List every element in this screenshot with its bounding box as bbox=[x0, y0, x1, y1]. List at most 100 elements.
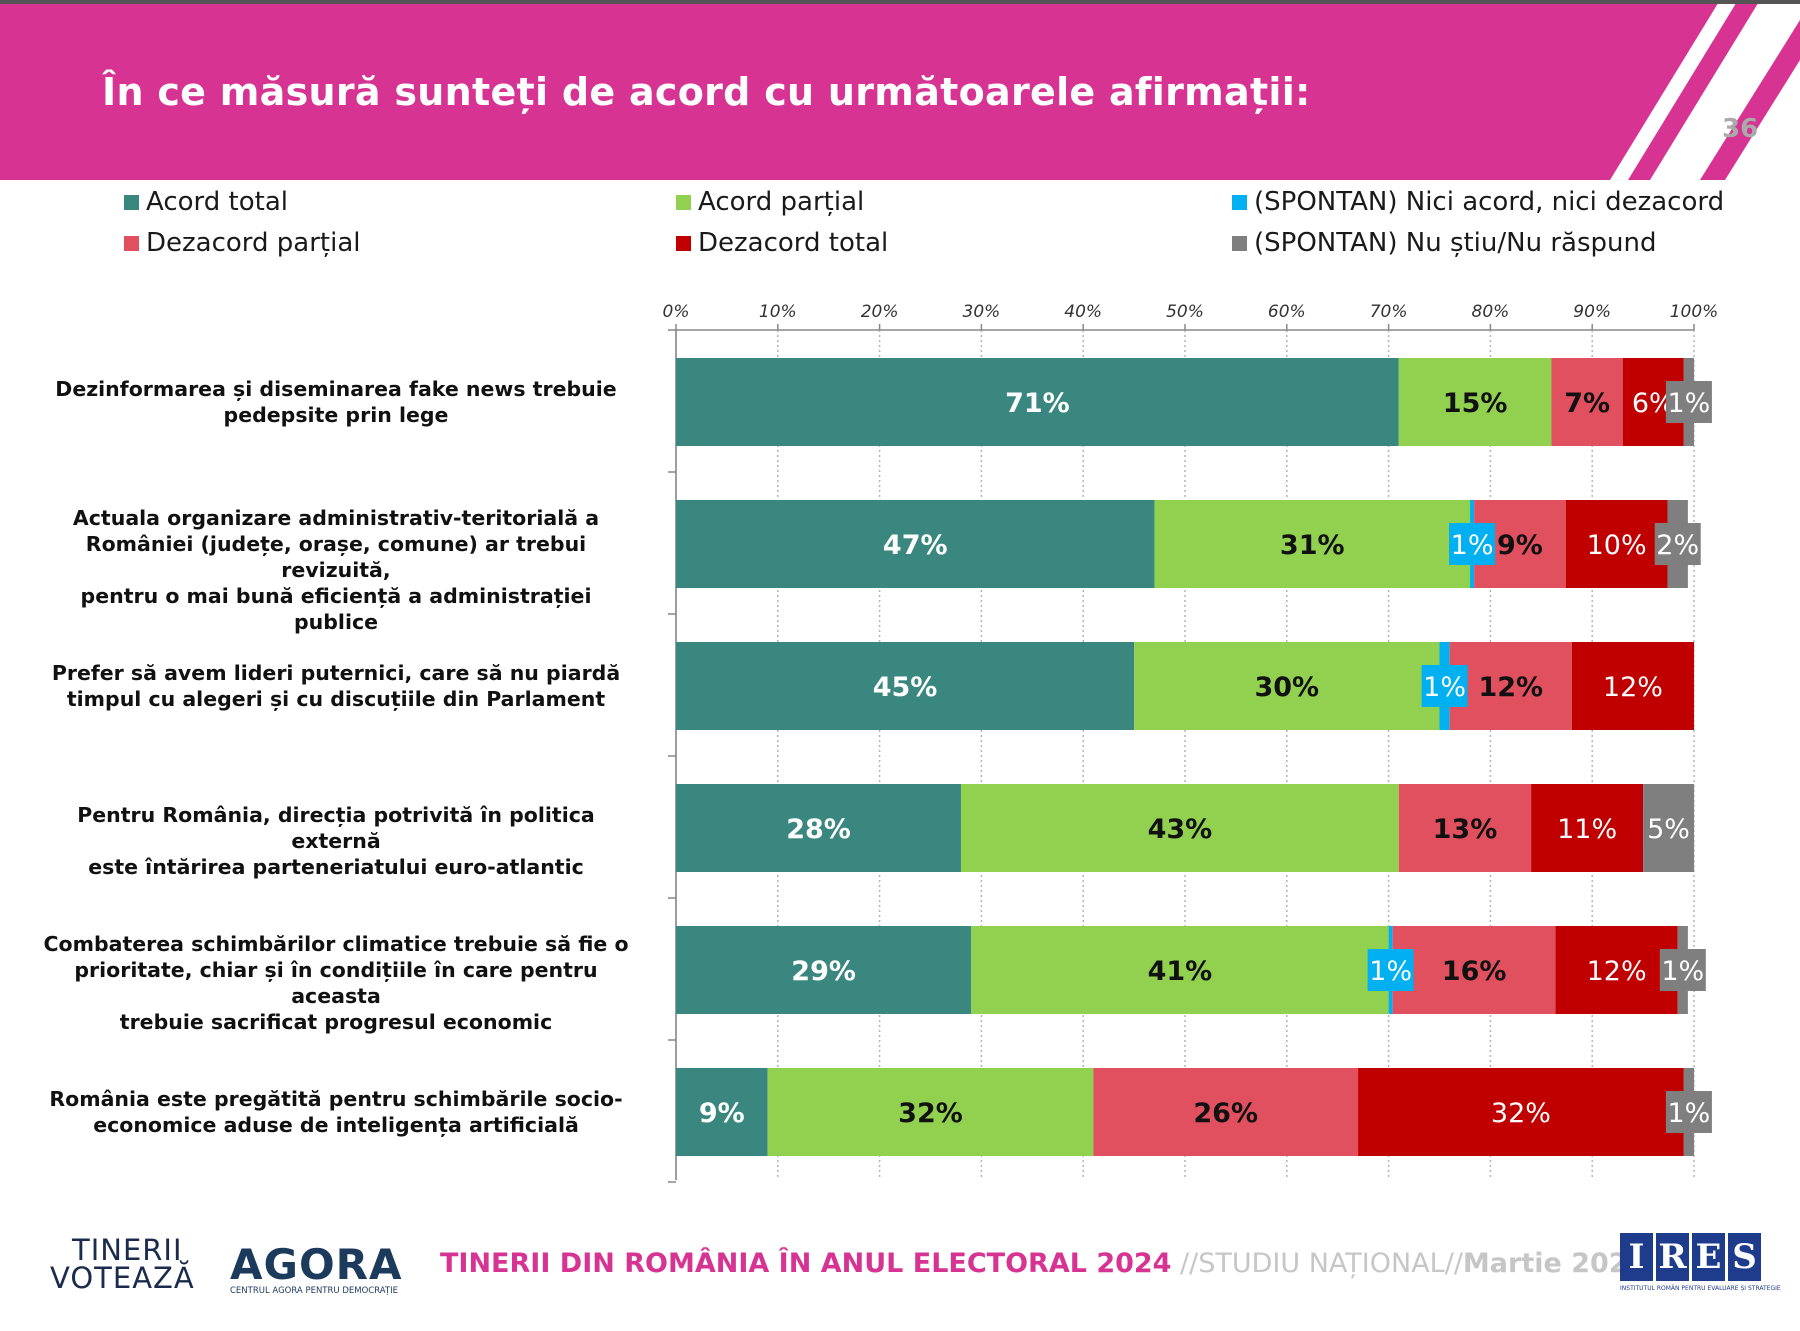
x-tick-label-10: 100% bbox=[1670, 302, 1719, 322]
ires-letter-s: S bbox=[1728, 1233, 1761, 1281]
legend-label-nici: (SPONTAN) Nici acord, nici dezacord bbox=[1254, 187, 1725, 217]
bar-acord_total-1 bbox=[676, 500, 1155, 588]
logo-voteaza-text: VOTEAZĂ bbox=[50, 1261, 195, 1295]
data-label-dezacord_total-3: 11% bbox=[1557, 814, 1617, 845]
legend-item-dezacord_total: Dezacord total bbox=[676, 226, 888, 260]
data-label-acord_partial-4: 41% bbox=[1148, 956, 1213, 987]
data-label-dezacord_partial-1: 9% bbox=[1497, 530, 1543, 561]
footer-title: TINERII DIN ROMÂNIA ÎN ANUL ELECTORAL 20… bbox=[440, 1248, 1172, 1279]
ires-letter-r: R bbox=[1656, 1233, 1689, 1281]
data-label-box-nu_stiu-0 bbox=[1665, 381, 1712, 423]
bar-dezacord_partial-3 bbox=[1398, 784, 1532, 872]
data-label-dezacord_partial-5: 26% bbox=[1193, 1098, 1258, 1129]
bar-acord_partial-0 bbox=[1398, 358, 1552, 446]
x-tick-label-4: 40% bbox=[1064, 302, 1102, 322]
footer-date: Martie 2024 bbox=[1462, 1248, 1647, 1279]
x-tick-label-1: 10% bbox=[759, 302, 797, 322]
ires-logo-subtext: INSTITUTUL ROMÂN PENTRU EVALUARE ȘI STRA… bbox=[1620, 1285, 1781, 1292]
bar-acord_partial-3 bbox=[961, 784, 1399, 872]
data-label-box-nici-2 bbox=[1421, 665, 1468, 707]
legend-swatch-nici bbox=[1232, 194, 1247, 210]
legend-label-nu_stiu: (SPONTAN) Nu știu/Nu răspund bbox=[1254, 228, 1657, 258]
bar-acord_partial-2 bbox=[1134, 642, 1440, 730]
category-label-line: economice aduse de inteligența artificia… bbox=[93, 1113, 579, 1137]
data-label-acord_partial-2: 30% bbox=[1254, 672, 1319, 703]
data-label-dezacord_total-4: 12% bbox=[1587, 956, 1647, 987]
bar-acord_total-4 bbox=[676, 926, 972, 1014]
header-white-stripes bbox=[1610, 0, 1800, 180]
x-tick-label-7: 70% bbox=[1370, 302, 1408, 322]
x-tick-label-6: 60% bbox=[1268, 302, 1306, 322]
ires-letter-i: I bbox=[1620, 1233, 1653, 1281]
footer-caption: TINERII DIN ROMÂNIA ÎN ANUL ELECTORAL 20… bbox=[440, 1248, 1646, 1279]
data-label-acord_total-4: 29% bbox=[791, 956, 856, 987]
category-label-line: pedepsite prin lege bbox=[223, 403, 449, 427]
data-label-nici-1: 1% bbox=[1451, 530, 1494, 561]
category-label-line: pentru o mai bună eficiență a administra… bbox=[80, 584, 592, 634]
data-label-dezacord_partial-0: 7% bbox=[1564, 388, 1610, 419]
data-label-acord_total-2: 45% bbox=[873, 672, 938, 703]
legend-swatch-dezacord_partial bbox=[124, 235, 139, 251]
bar-dezacord_partial-5 bbox=[1093, 1068, 1359, 1156]
category-label-5: România este pregătită pentru schimbăril… bbox=[40, 1086, 632, 1138]
legend-swatch-dezacord_total bbox=[676, 235, 691, 251]
header-banner: În ce măsură sunteți de acord cu următoa… bbox=[0, 0, 1800, 180]
page-number: 36 bbox=[1722, 114, 1759, 144]
legend-item-acord_total: Acord total bbox=[124, 185, 288, 219]
category-label-2: Prefer să avem lideri puternici, care să… bbox=[40, 660, 632, 712]
bar-dezacord_total-5 bbox=[1358, 1068, 1684, 1156]
data-label-acord_total-1: 47% bbox=[883, 530, 948, 561]
x-tick-label-3: 30% bbox=[963, 302, 1001, 322]
category-label-4: Combaterea schimbărilor climatice trebui… bbox=[40, 931, 632, 1035]
data-label-dezacord_partial-4: 16% bbox=[1442, 956, 1507, 987]
bar-dezacord_partial-4 bbox=[1392, 926, 1556, 1014]
legend-item-acord_partial: Acord parțial bbox=[676, 185, 864, 219]
legend-swatch-nu_stiu bbox=[1232, 235, 1247, 251]
bar-acord_total-0 bbox=[676, 358, 1399, 446]
data-label-nu_stiu-3: 5% bbox=[1647, 814, 1690, 845]
legend-item-nu_stiu: (SPONTAN) Nu știu/Nu răspund bbox=[1232, 226, 1656, 260]
category-label-line: Actuala organizare administrativ-teritor… bbox=[72, 506, 600, 530]
legend-label-acord_partial: Acord parțial bbox=[698, 187, 865, 217]
x-tick-label-8: 80% bbox=[1472, 302, 1510, 322]
agora-logo-subtext: CENTRUL AGORA PENTRU DEMOCRAȚIE bbox=[230, 1286, 398, 1296]
logo-tinerii-text: TINERII bbox=[72, 1233, 183, 1267]
legend-label-dezacord_total: Dezacord total bbox=[698, 228, 889, 258]
bar-acord_total-3 bbox=[676, 784, 962, 872]
bar-acord_total-5 bbox=[676, 1068, 768, 1156]
bar-acord_partial-4 bbox=[971, 926, 1389, 1014]
data-label-box-nici-4 bbox=[1367, 949, 1414, 991]
data-label-nici-4: 1% bbox=[1369, 956, 1412, 987]
data-label-box-nu_stiu-1 bbox=[1654, 523, 1701, 565]
category-label-line: Dezinformarea și diseminarea fake news t… bbox=[55, 377, 617, 401]
bar-dezacord_total-2 bbox=[1571, 642, 1694, 730]
bar-acord_partial-1 bbox=[1154, 500, 1471, 588]
data-label-acord_partial-1: 31% bbox=[1280, 530, 1345, 561]
bar-dezacord_total-3 bbox=[1531, 784, 1644, 872]
category-label-line: prioritate, chiar și în condițiile în ca… bbox=[74, 958, 598, 1008]
category-label-line: este întărirea parteneriatului euro-atla… bbox=[88, 855, 584, 879]
x-tick-label-0: 0% bbox=[663, 302, 690, 322]
legend-swatch-acord_total bbox=[124, 194, 139, 210]
x-tick-label-5: 50% bbox=[1166, 302, 1204, 322]
data-label-box-nu_stiu-5 bbox=[1665, 1091, 1712, 1133]
data-label-acord_total-3: 28% bbox=[786, 814, 851, 845]
x-tick-label-2: 20% bbox=[861, 302, 899, 322]
data-label-nu_stiu-1: 2% bbox=[1656, 530, 1699, 561]
data-label-dezacord_partial-2: 12% bbox=[1478, 672, 1543, 703]
data-label-dezacord_total-2: 12% bbox=[1603, 672, 1663, 703]
data-label-acord_partial-0: 15% bbox=[1443, 388, 1508, 419]
agora-logo-text: AGORA bbox=[230, 1240, 403, 1289]
page-title: În ce măsură sunteți de acord cu următoa… bbox=[102, 70, 1311, 114]
header-top-line bbox=[0, 0, 1800, 4]
data-label-box-nu_stiu-4 bbox=[1659, 949, 1706, 991]
bar-dezacord_partial-0 bbox=[1551, 358, 1623, 446]
data-label-box-nu_stiu-3 bbox=[1645, 807, 1692, 849]
tinerii-voteaza-logo: TINERII VOTEAZĂ bbox=[50, 1233, 210, 1295]
category-label-line: trebuie sacrificat progresul economic bbox=[119, 1010, 553, 1034]
bar-dezacord_total-1 bbox=[1565, 500, 1668, 588]
legend-item-dezacord_partial: Dezacord parțial bbox=[124, 226, 361, 260]
data-label-acord_total-0: 71% bbox=[1005, 388, 1070, 419]
data-label-acord_partial-5: 32% bbox=[898, 1098, 963, 1129]
bar-dezacord_partial-2 bbox=[1449, 642, 1572, 730]
